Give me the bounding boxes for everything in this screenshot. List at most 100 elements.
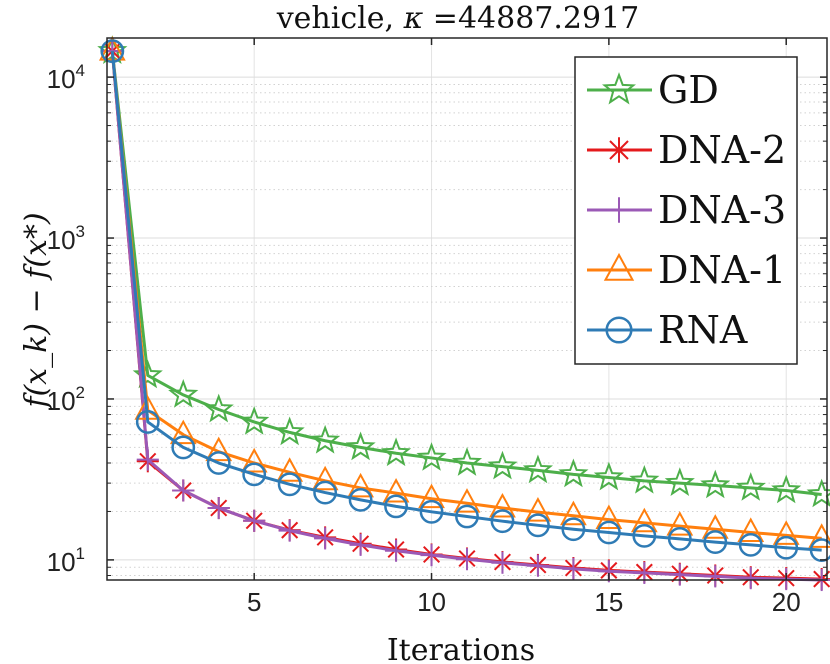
marker-star [806, 478, 830, 508]
marker-plus [385, 539, 408, 562]
x-tick-label: 15 [594, 587, 623, 617]
marker-circle [206, 451, 231, 475]
marker-triangle [169, 419, 197, 445]
marker-triangle [240, 447, 268, 473]
marker-plus [420, 544, 443, 567]
marker-star [593, 461, 624, 491]
marker-triangle [772, 520, 800, 545]
legend-item-gd: GD [587, 68, 719, 112]
legend-item-rna: RNA [587, 308, 748, 352]
marker-circle [384, 494, 408, 519]
legend-label: GD [658, 68, 719, 112]
marker-star [168, 379, 199, 408]
marker-star [487, 450, 518, 480]
marker-plus [739, 567, 762, 590]
marker-plus [562, 557, 585, 580]
legend-label: DNA-3 [658, 188, 786, 232]
marker-star [771, 474, 802, 504]
legend-label: DNA-1 [658, 248, 786, 292]
marker-star [700, 469, 731, 499]
x-tick-label: 10 [417, 587, 446, 617]
legend-label: DNA-2 [658, 128, 786, 172]
series-gd [97, 35, 830, 508]
marker-triangle [205, 436, 233, 462]
legend: GD DNA-2 DNA-3 DNA-1 RNA [574, 56, 798, 365]
marker-star [558, 458, 589, 488]
y-tick-label: 104 [47, 61, 85, 94]
marker-plus [455, 548, 479, 571]
marker-star [345, 431, 376, 461]
marker-star [274, 416, 305, 446]
marker-circle [667, 527, 692, 551]
marker-circle [100, 39, 125, 64]
title-value: =44887.2917 [423, 1, 639, 36]
marker-star [522, 454, 554, 484]
plot-frame [106, 37, 828, 581]
marker-plus [668, 563, 691, 586]
marker-triangle [524, 497, 552, 522]
marker-circle [632, 523, 657, 548]
marker-star [239, 406, 270, 435]
marker-triangle [737, 517, 765, 542]
marker-triangle [311, 465, 339, 491]
x-tick-label: 5 [247, 587, 261, 617]
marker-triangle [489, 492, 516, 518]
marker-triangle [418, 483, 445, 509]
legend-item-dna-2: DNA-2 [587, 128, 786, 172]
marker-triangle [701, 514, 729, 539]
marker-circle [738, 532, 763, 557]
marker-star [602, 72, 636, 105]
marker-plus [491, 551, 514, 574]
title-kappa: κ [403, 1, 424, 36]
marker-circle [596, 520, 621, 545]
marker-plus [526, 554, 549, 577]
axes: 5 10 15 20 101 102 103 104 [47, 38, 827, 617]
marker-plus [207, 496, 230, 520]
marker-triangle [595, 504, 623, 530]
series-layer [97, 35, 830, 592]
marker-plus [172, 479, 195, 502]
marker-circle [774, 535, 799, 560]
marker-plus [606, 197, 632, 223]
marker-star [203, 393, 234, 423]
marker-circle [135, 410, 160, 434]
marker-star [451, 447, 483, 476]
marker-triangle [560, 500, 587, 526]
series-dna-3 [101, 40, 830, 592]
marker-star [664, 467, 695, 496]
y-tick-label: 102 [47, 383, 85, 416]
marker-star [735, 472, 766, 501]
marker-circle [455, 504, 479, 529]
marker-plus [136, 448, 159, 471]
marker-asterisk [606, 137, 632, 163]
y-tick-label: 101 [47, 544, 85, 577]
marker-circle [242, 462, 267, 487]
marker-plus [349, 533, 372, 556]
marker-circle [277, 472, 302, 497]
marker-circle [526, 513, 550, 538]
series-line [110, 50, 822, 540]
marker-circle [419, 499, 444, 524]
marker-star [629, 464, 660, 494]
marker-circle [605, 316, 633, 344]
chart-title: vehicle, κ =44887.2917 [276, 1, 640, 36]
marker-triangle [666, 511, 694, 536]
legend-item-dna-1: DNA-1 [587, 248, 786, 292]
marker-plus [278, 519, 301, 542]
marker-circle [171, 435, 196, 460]
marker-plus [243, 509, 266, 532]
marker-triangle [382, 478, 410, 503]
marker-triangle [276, 457, 304, 482]
y-tick-label: 103 [47, 222, 85, 255]
marker-circle [348, 487, 373, 512]
marker-triangle [630, 507, 658, 533]
marker-star [132, 359, 163, 389]
marker-circle [490, 509, 515, 534]
marker-circle [561, 517, 586, 542]
y-axis-label: f(x_k) − f(x*) [19, 212, 54, 409]
svg-text:vehicle, κ =44887.2917: vehicle, κ =44887.2917 [276, 1, 640, 36]
legend-item-dna-3: DNA-3 [587, 188, 786, 232]
marker-circle [703, 530, 728, 555]
marker-circle [809, 538, 830, 563]
